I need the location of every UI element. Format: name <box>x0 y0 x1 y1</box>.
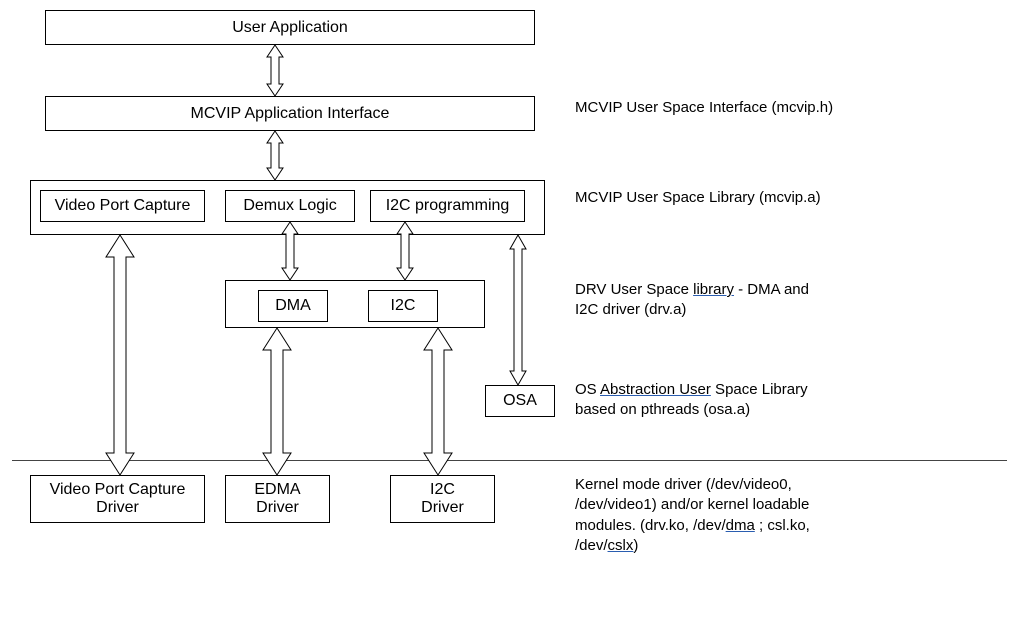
user-kernel-divider <box>12 460 1007 461</box>
i2c-driver-box: I2C Driver <box>390 475 495 523</box>
video-port-capture-box: Video Port Capture <box>40 190 205 222</box>
drv-library-desc: DRV User Space library - DMA and I2C dri… <box>575 280 835 321</box>
i2c-box: I2C <box>368 290 438 322</box>
video-port-capture-label: Video Port Capture <box>55 197 191 215</box>
osa-library-desc: OS Abstraction User Space Library based … <box>575 380 835 421</box>
vpc-driver-label-1: Video Port Capture <box>50 481 186 499</box>
diagram-canvas: User Application MCVIP Application Inter… <box>0 0 1022 617</box>
i2c-programming-label: I2C programming <box>386 197 510 215</box>
i2c-driver-label-1: I2C <box>430 481 455 499</box>
edma-driver-label-1: EDMA <box>254 481 300 499</box>
mcvip-interface-desc: MCVIP User Space Interface (mcvip.h) <box>575 98 835 118</box>
demux-logic-box: Demux Logic <box>225 190 355 222</box>
osa-box: OSA <box>485 385 555 417</box>
mcvip-api-box: MCVIP Application Interface <box>45 96 535 131</box>
user-application-label: User Application <box>232 19 348 37</box>
vpc-driver-box: Video Port Capture Driver <box>30 475 205 523</box>
arrow-i2cprog-i2c <box>395 222 415 280</box>
user-application-box: User Application <box>45 10 535 45</box>
i2c-driver-label-2: Driver <box>421 499 464 517</box>
arrow-dma-edma <box>261 328 293 475</box>
kernel-driver-desc: Kernel mode driver (/dev/video0, /dev/vi… <box>575 475 845 556</box>
mcvip-api-label: MCVIP Application Interface <box>191 105 390 123</box>
edma-driver-box: EDMA Driver <box>225 475 330 523</box>
mcvip-library-desc: MCVIP User Space Library (mcvip.a) <box>575 188 835 208</box>
arrow-i2c-i2cdriver <box>422 328 454 475</box>
arrow-mcvipapi-mcviplib <box>265 131 285 180</box>
demux-logic-label: Demux Logic <box>243 197 336 215</box>
arrow-demux-dma <box>280 222 300 280</box>
dma-box: DMA <box>258 290 328 322</box>
arrow-vpc-vpcdriver <box>104 235 136 475</box>
vpc-driver-label-2: Driver <box>96 499 139 517</box>
edma-driver-label-2: Driver <box>256 499 299 517</box>
osa-label: OSA <box>503 392 537 410</box>
i2c-programming-box: I2C programming <box>370 190 525 222</box>
arrow-mcviplib-osa <box>508 235 528 385</box>
i2c-label: I2C <box>391 297 416 315</box>
dma-label: DMA <box>275 297 311 315</box>
arrow-userapp-mcvipapi <box>265 45 285 96</box>
